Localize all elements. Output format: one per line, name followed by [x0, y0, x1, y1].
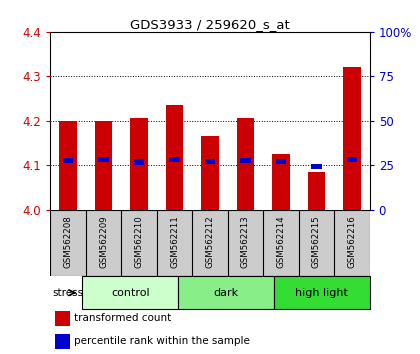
Text: GSM562211: GSM562211 [170, 215, 179, 268]
Text: high light: high light [295, 288, 348, 298]
Text: GSM562215: GSM562215 [312, 215, 321, 268]
Text: transformed count: transformed count [74, 313, 172, 323]
Bar [63, 158, 74, 163]
Text: GSM562216: GSM562216 [347, 215, 356, 268]
Text: GSM562214: GSM562214 [276, 215, 286, 268]
Bar [178, 276, 274, 309]
Bar [98, 157, 109, 162]
Bar [311, 164, 322, 169]
Text: control: control [111, 288, 150, 298]
Bar [240, 158, 251, 163]
Bar [272, 154, 290, 210]
Bar [346, 157, 357, 162]
Bar [130, 119, 148, 210]
Text: dark: dark [213, 288, 239, 298]
Bar [165, 105, 184, 210]
Bar [134, 159, 144, 165]
Bar [55, 334, 70, 349]
Text: GSM562210: GSM562210 [134, 215, 144, 268]
Title: GDS3933 / 259620_s_at: GDS3933 / 259620_s_at [130, 18, 290, 31]
Bar [82, 276, 178, 309]
Bar [343, 67, 361, 210]
Text: GSM562209: GSM562209 [99, 215, 108, 268]
Bar [169, 157, 180, 162]
Text: GSM562208: GSM562208 [64, 215, 73, 268]
Bar [201, 136, 219, 210]
Bar [55, 311, 70, 326]
Bar [307, 172, 325, 210]
Bar [236, 119, 255, 210]
Bar [276, 159, 286, 164]
Text: percentile rank within the sample: percentile rank within the sample [74, 336, 250, 346]
Bar [274, 276, 370, 309]
Text: stress: stress [52, 288, 83, 298]
Bar [59, 121, 77, 210]
Bar [95, 121, 113, 210]
Text: GSM562213: GSM562213 [241, 215, 250, 268]
Bar [205, 159, 215, 164]
Text: GSM562212: GSM562212 [205, 215, 215, 268]
